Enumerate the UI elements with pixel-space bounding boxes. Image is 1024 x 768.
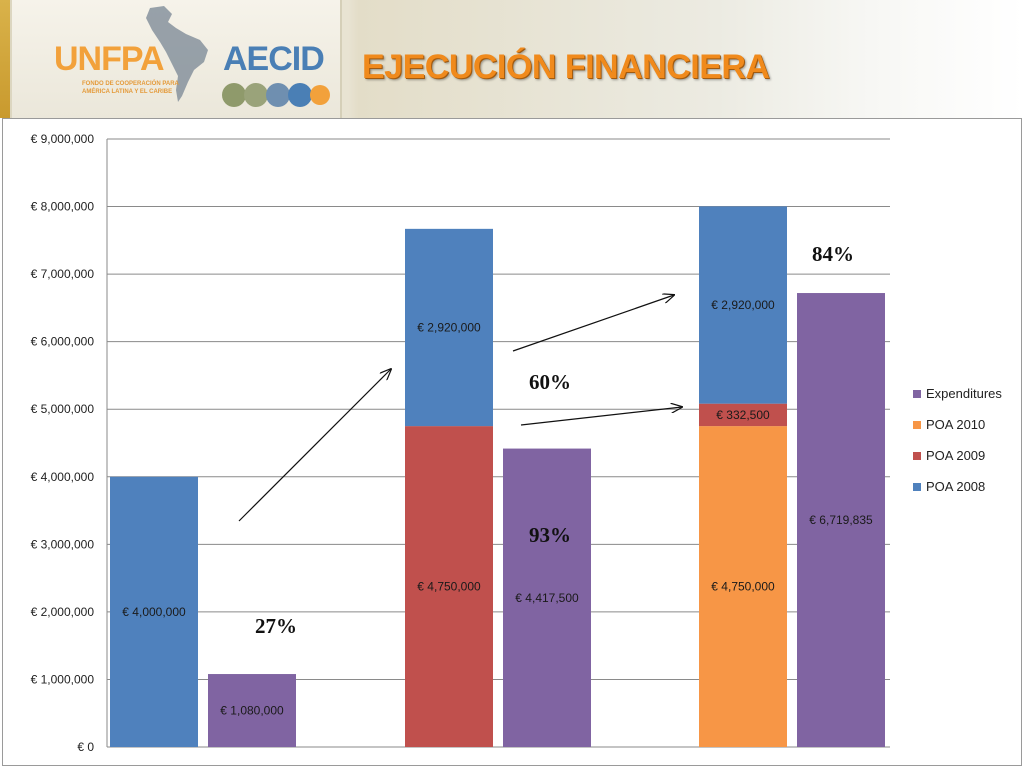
y-tick-label: € 2,000,000 [31,605,95,619]
data-label: € 6,719,835 [809,513,873,527]
y-tick-label: € 1,000,000 [31,672,95,686]
chart-frame: € 0 € 1,000,000 € 2,000,000 € 3,000,000 € 4,… [2,118,1022,766]
y-tick-label: € 4,000,000 [31,470,95,484]
y-tick-label: € 6,000,000 [31,335,95,349]
data-label: € 2,920,000 [711,298,775,312]
legend-label: POA 2009 [926,448,985,463]
bar-poa-2009 [699,403,787,427]
logo-panel: UNFPA FONDO DE COOPERACIÓN PARA AMÉRICA … [12,0,342,118]
legend-label: Expenditures [926,386,1002,401]
latin-america-map-icon [146,6,208,102]
aecid-logo: AECID [223,40,325,78]
bar-expenditures [503,448,591,747]
legend-swatch [913,452,921,460]
y-tick-label: € 5,000,000 [31,402,95,416]
aecid-people-icons [222,83,330,107]
y-tick-label: € 7,000,000 [31,267,95,281]
arrow [238,369,391,522]
percent-label: 27% [255,614,297,638]
percent-label: 60% [529,370,571,394]
financial-execution-chart: € 0 € 1,000,000 € 2,000,000 € 3,000,000 € 4,… [31,132,1003,754]
data-label: € 4,750,000 [417,580,481,594]
unfpa-subtitle: FONDO DE COOPERACIÓN PARA AMÉRICA LATINA… [82,81,179,95]
legend-label: POA 2010 [926,417,985,432]
arrow [520,407,682,426]
page-title: EJECUCIÓN FINANCIERA [362,48,770,86]
y-tick-label: € 3,000,000 [31,537,95,551]
legend-swatch [913,421,921,429]
legend-swatch [913,483,921,491]
percent-label: 93% [529,523,571,547]
bar-poa-2008 [110,476,198,747]
percent-label: 84% [812,242,854,266]
bar-poa-2009 [405,426,493,747]
data-label: € 4,417,500 [515,591,579,605]
data-label: € 332,500 [716,408,770,422]
unfpa-logo: UNFPA [54,40,165,78]
data-label: € 4,000,000 [122,605,186,619]
legend-swatch [913,390,921,398]
y-tick-label: € 9,000,000 [31,132,95,146]
data-label: € 1,080,000 [220,704,284,718]
arrow [512,295,674,352]
bar-poa-2008 [405,228,493,427]
y-tick-label: € 8,000,000 [31,200,95,214]
data-label: € 2,920,000 [417,320,481,334]
bar-expenditures [208,674,296,747]
legend-label: POA 2008 [926,479,985,494]
y-tick-label: € 0 [77,740,94,754]
bar-poa-2010 [699,426,787,747]
header-banner: UNFPA FONDO DE COOPERACIÓN PARA AMÉRICA … [0,0,1024,118]
bar-expenditures [797,293,885,747]
bar-poa-2008 [699,206,787,404]
data-label: € 4,750,000 [711,580,775,594]
banner-stripe [0,0,10,118]
